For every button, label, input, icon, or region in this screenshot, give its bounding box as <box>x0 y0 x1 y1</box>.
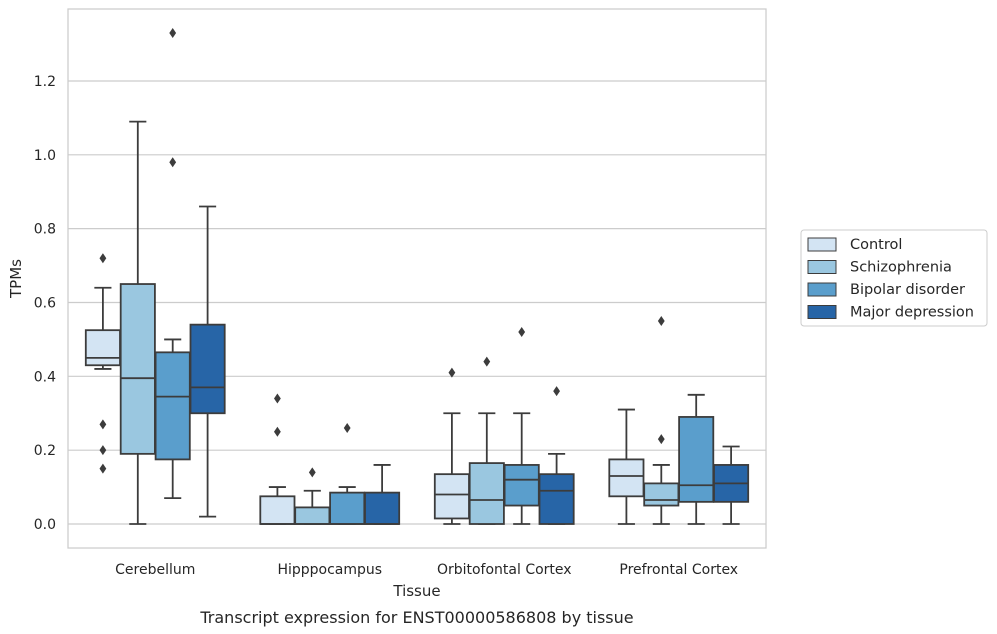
box-schizophrenia <box>643 315 680 525</box>
outlier-point <box>274 393 281 404</box>
outlier-point <box>518 327 526 338</box>
box-iqr <box>433 473 470 520</box>
y-tick-label: 1.0 <box>34 148 56 164</box>
legend-swatch <box>807 305 837 319</box>
x-tick-label: Cerebellum <box>115 562 195 578</box>
outlier-point <box>448 367 456 378</box>
outlier-point <box>553 386 560 397</box>
x-tick-label: Hipppocampus <box>277 562 382 578</box>
outlier-point <box>274 426 281 437</box>
box-iqr <box>538 473 575 525</box>
legend-frame <box>800 229 988 327</box>
legend-swatch <box>807 282 837 297</box>
y-tick-label: 1.2 <box>34 74 56 90</box>
box-iqr <box>608 458 645 498</box>
outlier-point <box>169 27 177 38</box>
box-major-depression <box>364 464 401 525</box>
y-tick-label: 0.2 <box>34 443 56 459</box>
box-iqr <box>294 506 331 525</box>
box-schizophrenia <box>468 356 505 525</box>
legend-label: Schizophrenia <box>850 260 952 276</box>
outlier-point <box>308 467 316 478</box>
box-bipolar-disorder <box>329 423 366 525</box>
outlier-point <box>99 253 107 264</box>
plot-frame <box>67 8 767 549</box>
box-iqr <box>119 283 156 455</box>
outlier-point <box>657 434 665 445</box>
box-bipolar-disorder <box>503 327 540 525</box>
box-iqr <box>329 491 366 525</box>
box-control <box>84 253 121 474</box>
outlier-point <box>169 157 177 168</box>
x-tick-label: Prefrontal Cortex <box>619 562 738 578</box>
box-major-depression <box>538 386 575 525</box>
box-iqr <box>678 416 715 503</box>
outlier-point <box>99 463 107 474</box>
box-iqr <box>364 491 401 525</box>
y-tick-label: 0.0 <box>34 517 56 533</box>
box-iqr <box>154 351 191 461</box>
legend-entries: Control Schizophrenia Bipolar disorder Majo… <box>807 237 974 321</box>
y-tick-label: 0.4 <box>34 369 56 385</box>
legend-swatch <box>807 260 837 274</box>
box-major-depression <box>713 445 750 525</box>
box-bipolar-disorder <box>154 27 191 500</box>
legend: Control Schizophrenia Bipolar disorder Majo… <box>800 229 988 327</box>
box-schizophrenia <box>119 120 156 525</box>
legend-label: Control <box>850 237 902 253</box>
y-tick-label: 0.6 <box>34 295 56 311</box>
box-control <box>608 408 645 525</box>
y-axis-title: TPMs <box>7 259 25 299</box>
y-tick-label: 0.8 <box>34 222 56 238</box>
legend-swatch <box>807 237 837 252</box>
box-major-depression <box>189 205 226 518</box>
x-tick-label: Orbitofontal Cortex <box>437 562 572 578</box>
box-iqr <box>84 329 121 367</box>
box-iqr <box>503 464 540 507</box>
legend-label: Bipolar disorder <box>850 282 965 298</box>
x-tick-labels: Cerebellum Hipppocampus Orbitofontal Corte… <box>115 562 738 578</box>
box-iqr <box>259 495 296 525</box>
outlier-point <box>657 315 665 326</box>
x-axis-title: Tissue <box>392 582 440 600</box>
box-groups <box>84 27 750 525</box>
legend-label: Major depression <box>850 305 974 321</box>
chart-caption: Transcript expression for ENST0000058680… <box>199 608 633 627</box>
outlier-point <box>99 445 107 456</box>
box-iqr <box>643 482 680 507</box>
y-tick-labels: 0.0 0.2 0.4 0.6 0.8 1.0 1.2 <box>34 74 56 533</box>
box-iqr <box>189 323 226 415</box>
box-iqr <box>468 462 505 525</box>
outlier-point <box>99 419 107 430</box>
outlier-point <box>483 356 491 367</box>
box-bipolar-disorder <box>678 393 715 525</box>
outlier-point <box>343 423 351 434</box>
